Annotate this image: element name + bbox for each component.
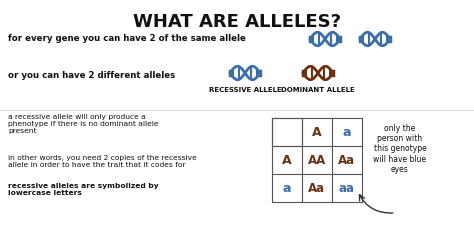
Text: WHAT ARE ALLELES?: WHAT ARE ALLELES?: [133, 13, 341, 31]
Text: a recessive allele will only produce a
phenotype if there is no dominant allele
: a recessive allele will only produce a p…: [8, 114, 158, 134]
Text: AA: AA: [308, 153, 326, 167]
Text: recessive alleles are symbolized by
lowercase letters: recessive alleles are symbolized by lowe…: [8, 183, 159, 196]
Text: aa: aa: [339, 181, 355, 195]
Text: DOMINANT ALLELE: DOMINANT ALLELE: [281, 87, 355, 93]
Text: RECESSIVE ALLELE: RECESSIVE ALLELE: [209, 87, 282, 93]
Text: for every gene you can have 2 of the same allele: for every gene you can have 2 of the sam…: [8, 33, 246, 43]
Text: Aa: Aa: [309, 181, 326, 195]
Text: only the
person with
this genotype
will have blue
eyes: only the person with this genotype will …: [374, 124, 427, 174]
Text: or you can have 2 different alleles: or you can have 2 different alleles: [8, 71, 175, 81]
Text: A: A: [312, 125, 322, 138]
Text: a: a: [343, 125, 351, 138]
Bar: [272, 118, 302, 146]
Text: Aa: Aa: [338, 153, 356, 167]
Text: A: A: [282, 153, 292, 167]
Text: a: a: [283, 181, 291, 195]
Text: in other words, you need 2 copies of the recessive
allele in order to have the t: in other words, you need 2 copies of the…: [8, 155, 197, 168]
